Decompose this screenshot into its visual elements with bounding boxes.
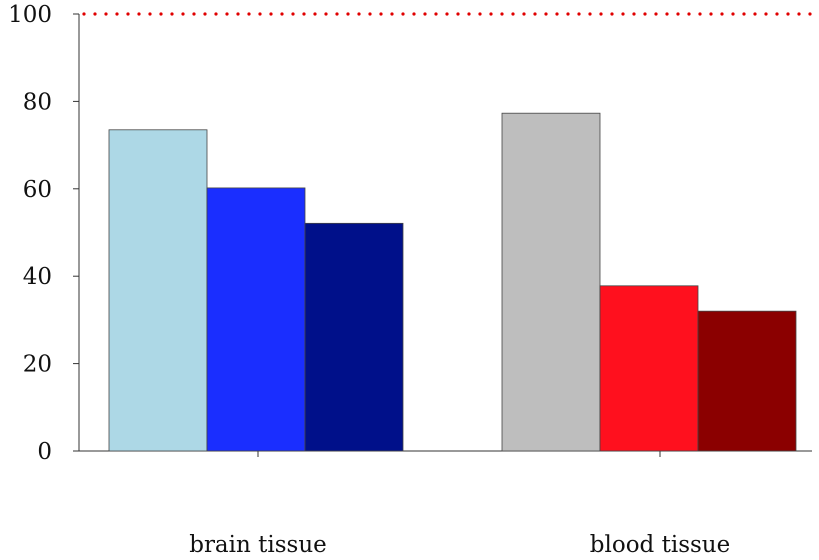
bar (206, 187, 306, 452)
y-tick-label: 60 (23, 177, 52, 203)
bar (304, 222, 404, 452)
bar (697, 310, 797, 452)
y-tick-label: 0 (37, 439, 52, 465)
bar (501, 112, 601, 452)
category-label: blood tissue (590, 532, 730, 558)
bar (599, 285, 699, 452)
y-tick-label: 100 (8, 2, 52, 28)
bars (108, 112, 797, 452)
category-labels: brain tissue blood tissue (189, 532, 730, 558)
category-label: brain tissue (189, 532, 327, 558)
y-axis: 0 20 40 60 80 100 (8, 2, 80, 465)
y-tick-label: 80 (23, 89, 52, 115)
y-tick-label: 40 (23, 264, 52, 290)
bar (108, 129, 208, 452)
x-axis (79, 450, 812, 457)
y-tick-label: 20 (23, 352, 52, 378)
